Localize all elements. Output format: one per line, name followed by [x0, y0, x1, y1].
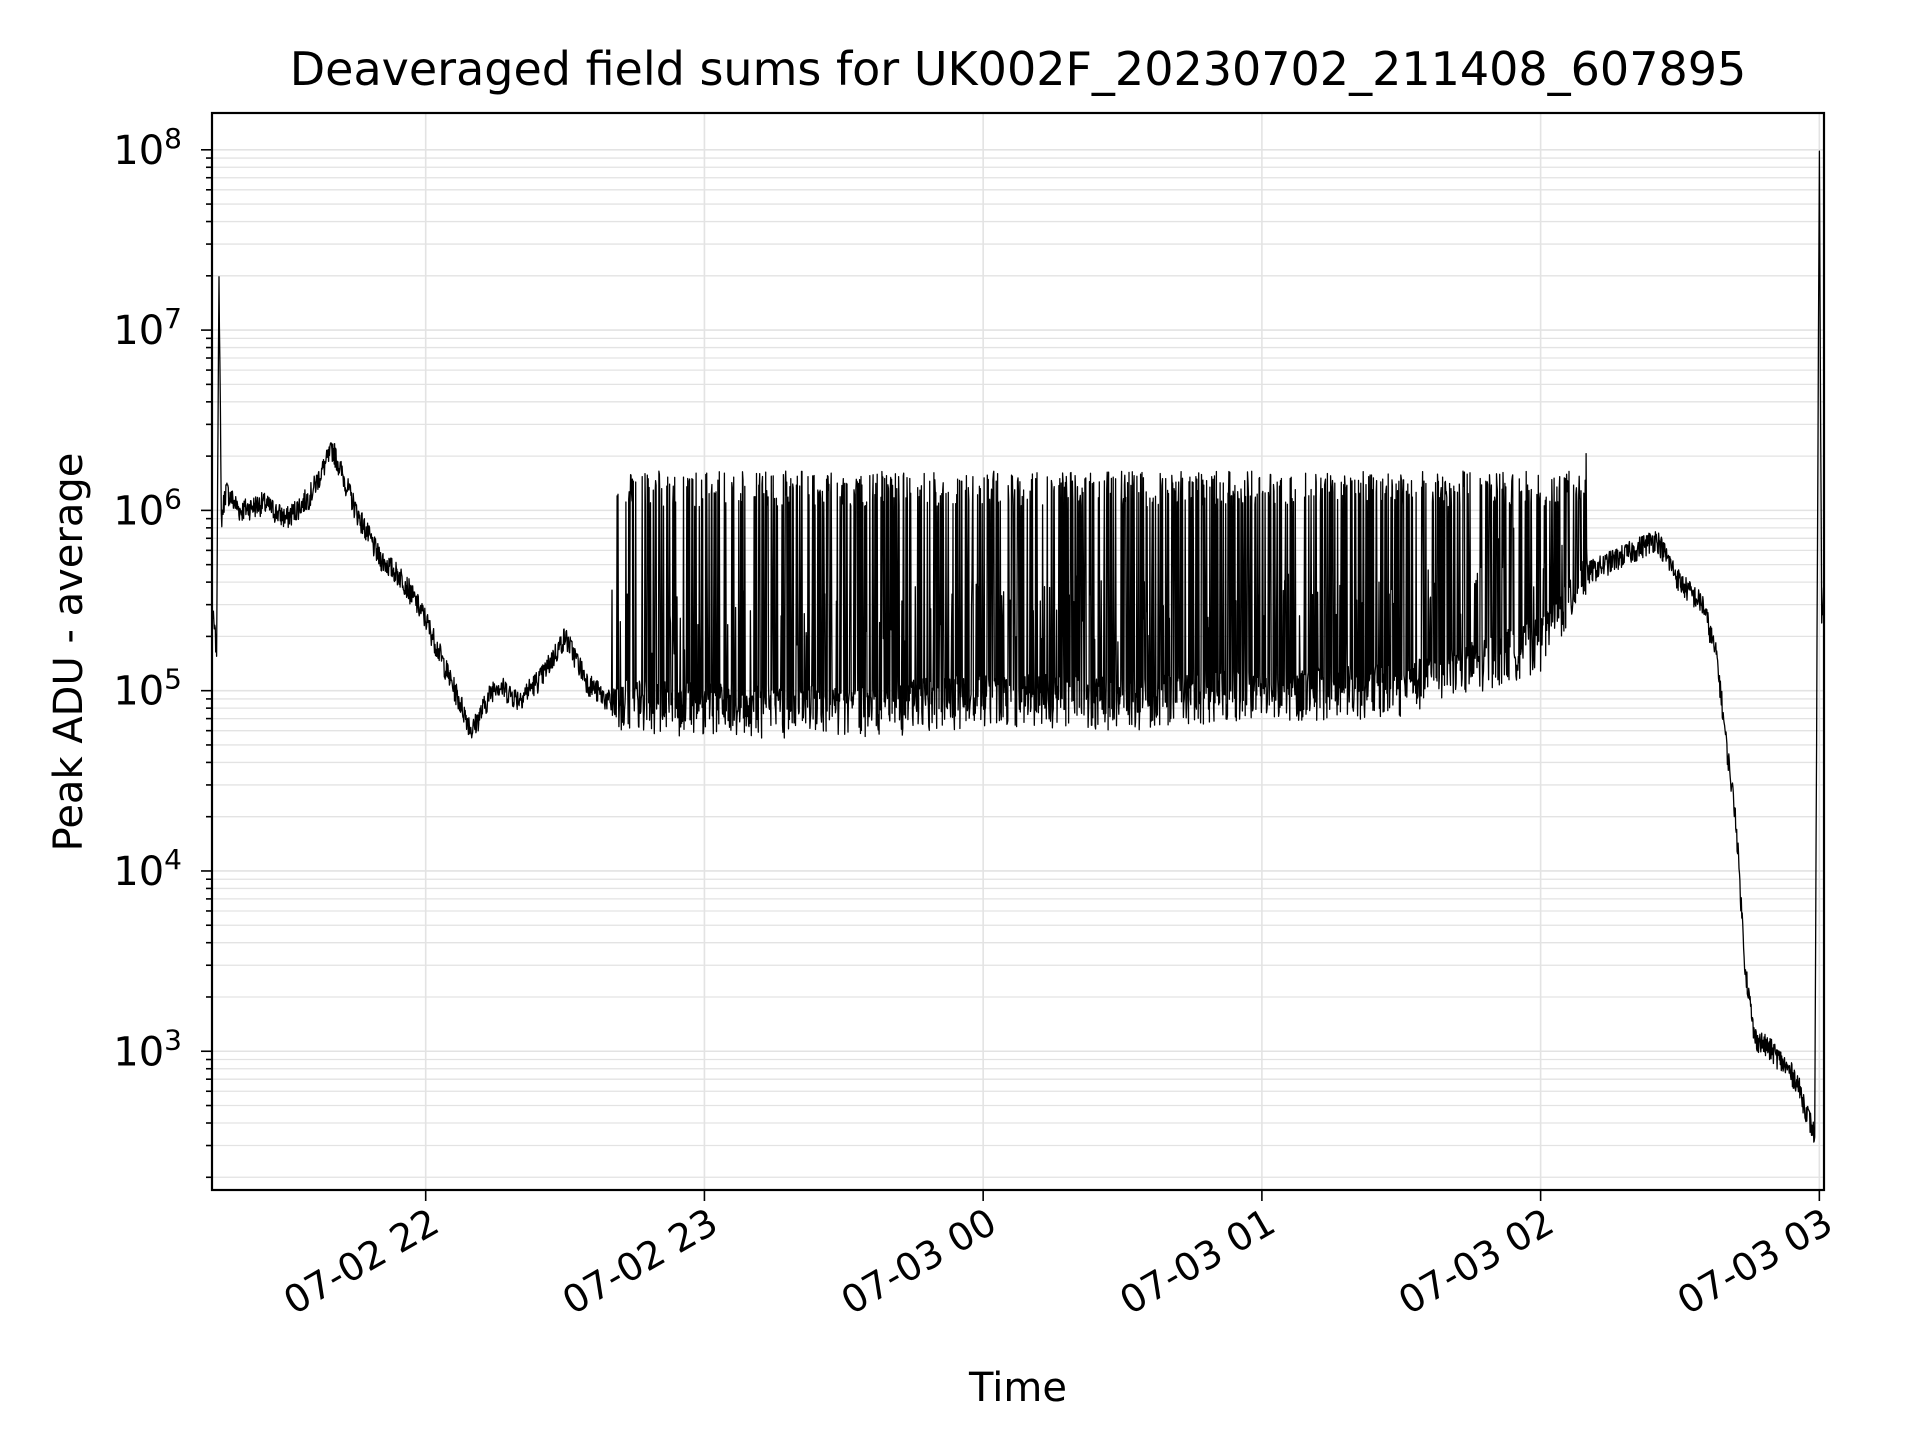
y-tick-label: 107: [113, 302, 182, 354]
y-tick-label: 105: [113, 663, 182, 715]
y-tick-label: 104: [113, 843, 182, 895]
x-axis-title: Time: [968, 1365, 1067, 1411]
y-tick-label: 108: [113, 122, 182, 174]
plot-area: [211, 150, 1825, 1143]
y-axis-title: Peak ADU - average: [46, 453, 92, 852]
plot-frame: [210, 111, 1826, 1192]
series-line: [211, 150, 1825, 1143]
y-tick-label: 103: [113, 1023, 182, 1075]
y-tick-label: 106: [113, 482, 182, 534]
chart-title: Deaveraged field sums for UK002F_2023070…: [290, 42, 1747, 96]
